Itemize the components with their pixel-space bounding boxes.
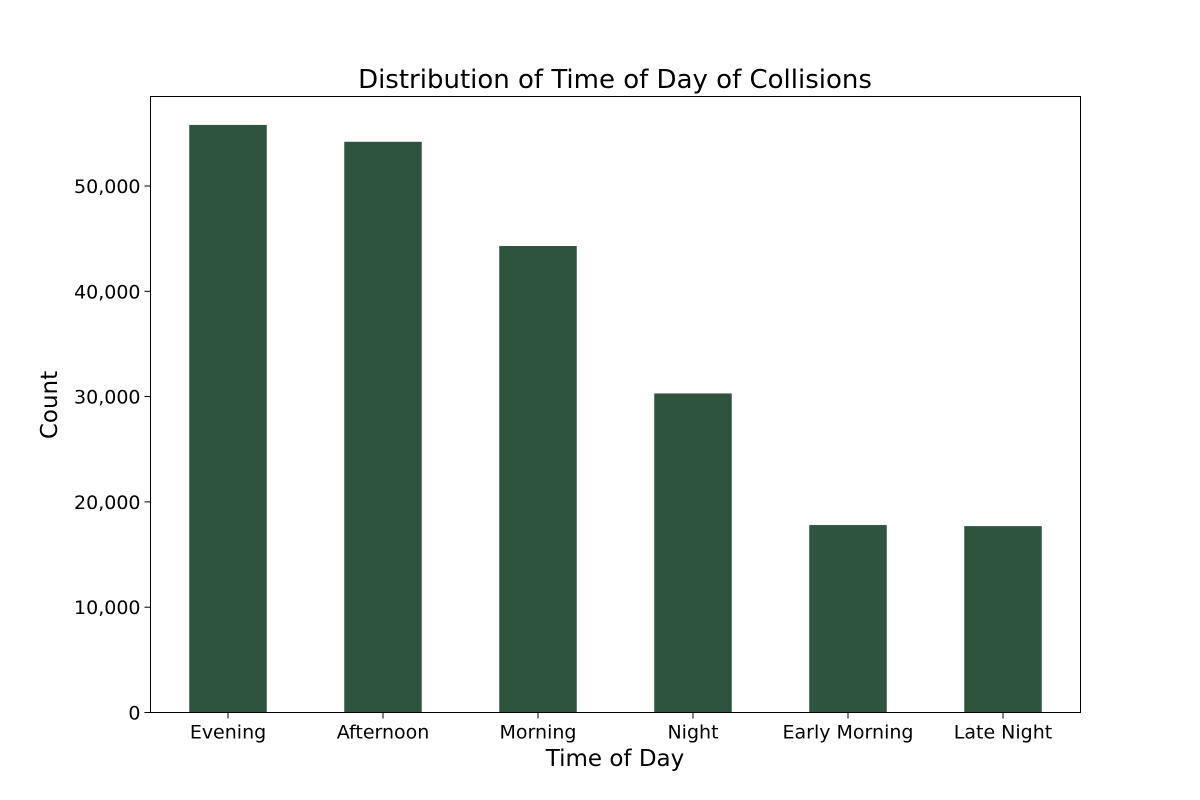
- y-tick-label: 0: [128, 703, 140, 725]
- y-tick-label: 50,000: [74, 176, 140, 198]
- y-tick-label: 30,000: [74, 387, 140, 409]
- plot-frame: [150, 96, 1081, 713]
- x-tick-label: Evening: [190, 722, 266, 744]
- x-axis-label: Time of Day: [545, 746, 685, 772]
- bar-early-morning: [809, 525, 887, 713]
- bar-late-night: [964, 526, 1042, 713]
- y-tick-label: 10,000: [74, 597, 140, 619]
- bar-evening: [189, 124, 267, 713]
- bar-morning: [499, 246, 577, 713]
- bar-afternoon: [344, 141, 422, 713]
- y-tick-label: 20,000: [74, 492, 140, 514]
- x-tick-label: Late Night: [954, 722, 1052, 744]
- x-tick-label: Night: [667, 722, 718, 744]
- y-axis: 0 10,000 20,000 30,000 40,000 50,000: [74, 176, 151, 725]
- plot-area: [189, 124, 1042, 713]
- x-axis: Evening Afternoon Morning Night Early Mornin…: [190, 712, 1052, 744]
- bar-night: [654, 393, 732, 713]
- x-tick-label: Afternoon: [337, 722, 430, 744]
- y-axis-label: Count: [37, 371, 63, 439]
- y-tick-label: 40,000: [74, 281, 140, 303]
- chart-title: Distribution of Time of Day of Collision…: [358, 65, 872, 95]
- x-tick-label: Morning: [500, 722, 577, 744]
- x-tick-label: Early Morning: [783, 722, 914, 744]
